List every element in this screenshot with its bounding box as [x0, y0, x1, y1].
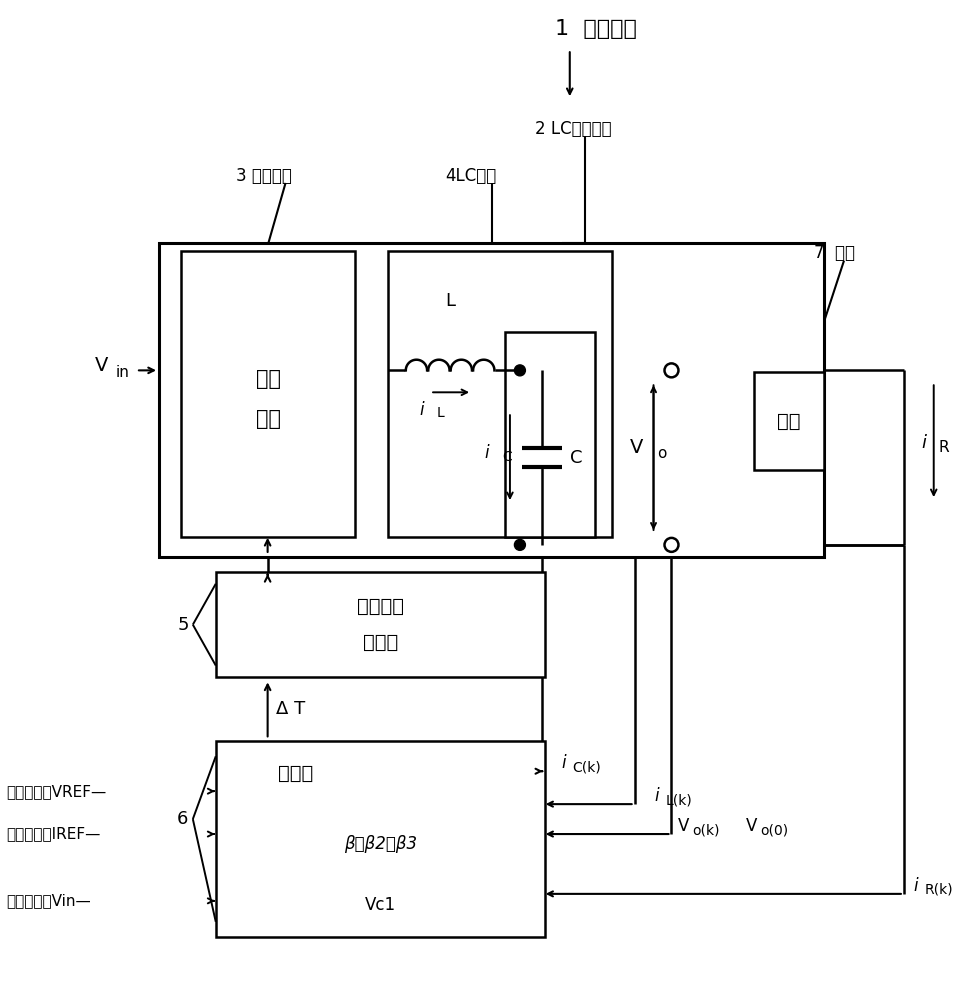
Bar [505, 332, 594, 537]
Text: i: i [561, 754, 566, 772]
Text: 6: 6 [178, 810, 188, 828]
Text: 输入电压値Vin—: 输入电压値Vin— [7, 893, 91, 908]
Text: 3 开关电路: 3 开关电路 [236, 167, 292, 185]
Text: R: R [938, 440, 949, 455]
Text: 电路: 电路 [256, 409, 281, 429]
Text: V: V [630, 438, 643, 457]
Bar [216, 741, 545, 937]
Text: i: i [485, 444, 489, 462]
Text: C: C [502, 450, 511, 464]
Text: C(k): C(k) [572, 760, 601, 774]
Text: i: i [420, 401, 425, 419]
Text: Δ T: Δ T [276, 700, 305, 718]
Text: V: V [746, 817, 757, 835]
Text: R(k): R(k) [924, 883, 953, 897]
Text: 开关信号: 开关信号 [357, 597, 404, 616]
Text: in: in [116, 365, 130, 380]
Bar [754, 372, 824, 470]
Text: L: L [445, 292, 455, 310]
Text: V: V [677, 817, 689, 835]
Text: 2 LC斩波电路: 2 LC斩波电路 [535, 120, 612, 138]
Text: 生成部: 生成部 [363, 633, 398, 652]
Text: V: V [95, 356, 107, 375]
Text: β，β2，β3: β，β2，β3 [344, 835, 417, 853]
Bar [181, 251, 355, 537]
Text: 指令电流値IREF—: 指令电流値IREF— [7, 827, 101, 842]
Text: 指令电压値VREF—: 指令电压値VREF— [7, 784, 106, 799]
Circle shape [514, 365, 525, 376]
Text: 开关: 开关 [256, 369, 281, 389]
Text: 1  电源装置: 1 电源装置 [554, 19, 636, 39]
Bar [159, 243, 824, 557]
Text: 7  负载: 7 负载 [814, 244, 855, 262]
Bar [216, 572, 545, 677]
Text: C: C [571, 449, 583, 467]
Text: L(k): L(k) [666, 793, 693, 807]
Text: o(0): o(0) [760, 823, 789, 837]
Text: i: i [914, 877, 918, 895]
Text: o(k): o(k) [693, 823, 720, 837]
Text: 控制部: 控制部 [278, 764, 313, 783]
Text: i: i [921, 434, 926, 452]
Text: o: o [657, 446, 667, 461]
Text: Vc1: Vc1 [365, 896, 396, 914]
Text: L: L [436, 406, 444, 420]
Text: 负载: 负载 [778, 412, 801, 431]
Circle shape [514, 539, 525, 550]
Text: 5: 5 [177, 616, 188, 634]
Text: i: i [654, 787, 659, 805]
Text: 4LC电路: 4LC电路 [445, 167, 497, 185]
Bar [388, 251, 612, 537]
